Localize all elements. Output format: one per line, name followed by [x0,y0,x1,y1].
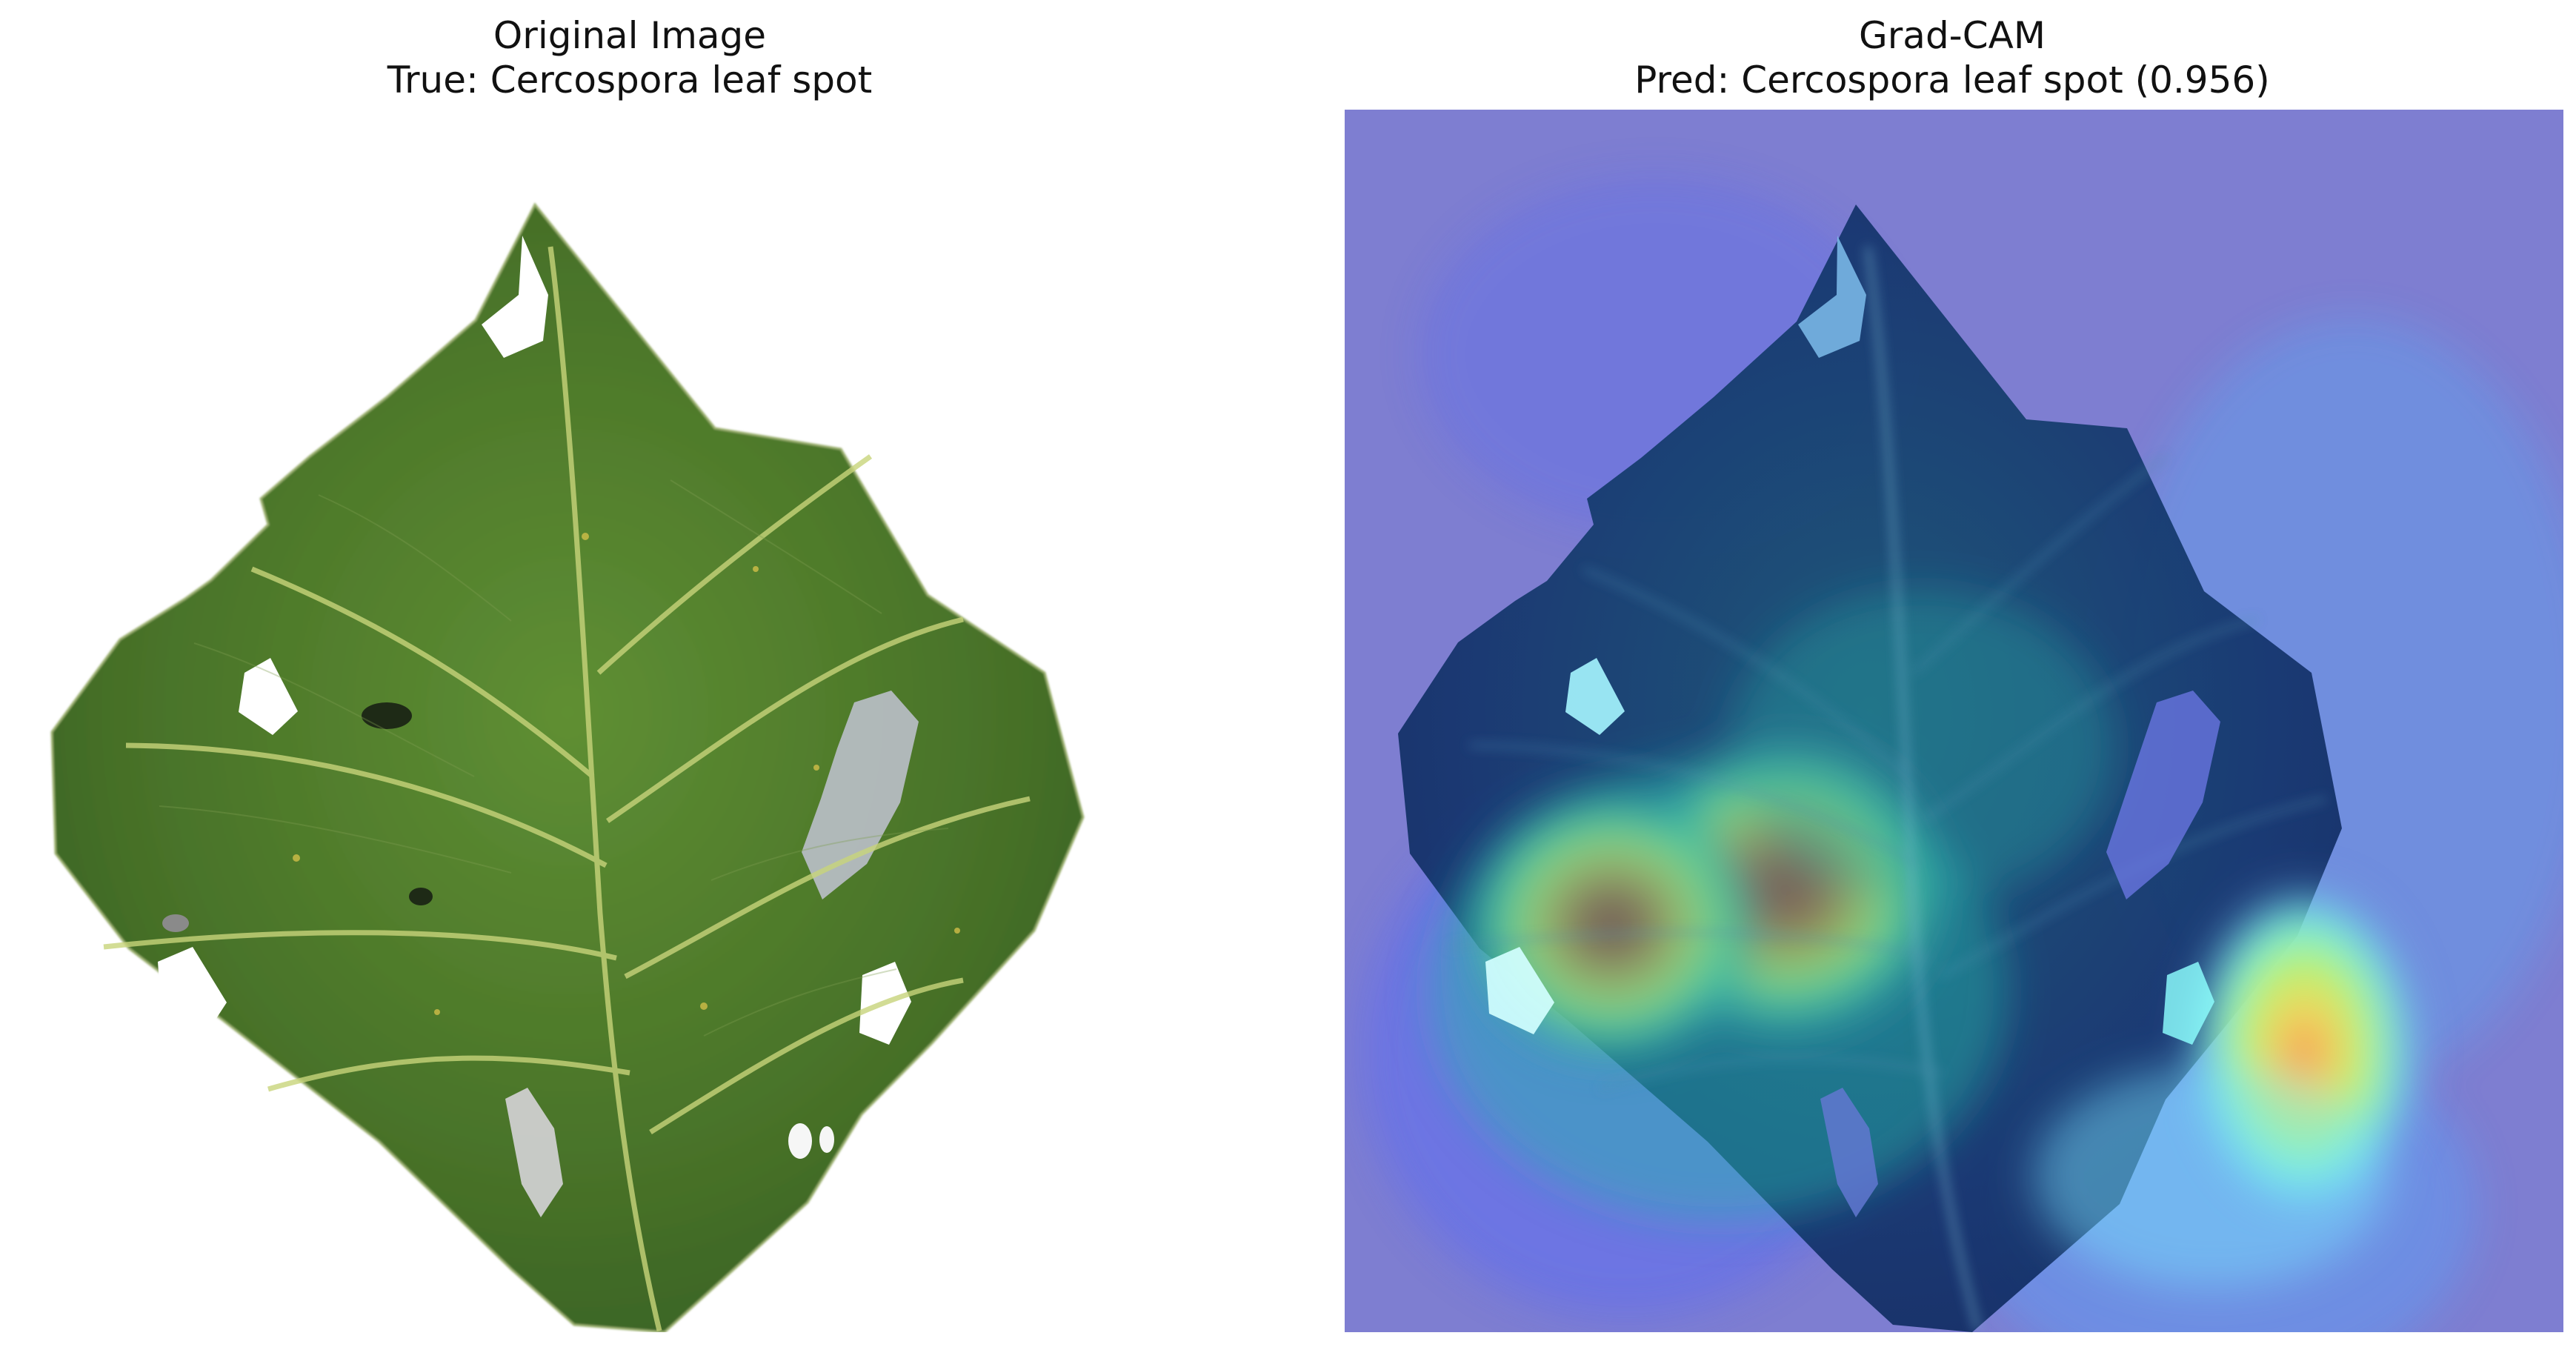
gradcam-title: Grad-CAM Pred: Cercospora leaf spot (0.9… [1345,13,2560,102]
original-image-title: Original Image True: Cercospora leaf spo… [0,13,1259,102]
gradcam-title-line-2: Pred: Cercospora leaf spot (0.956) [1634,59,2270,102]
gradcam-title-line-1: Grad-CAM [1859,14,2046,57]
leaf-texture [159,479,949,1037]
original-image-title-line-2: True: Cercospora leaf spot [387,59,873,102]
leaf-spots [293,533,960,1015]
original-leaf-illustration [50,202,1085,1332]
leaf-holes-heatmap [1485,236,2220,1217]
leaf-shape [50,202,1085,1332]
gradcam-heatmap-image [1345,110,2563,1332]
leaf-veins [103,246,1031,1331]
original-image-title-line-1: Original Image [493,14,767,57]
gradcam-heatmap-illustration [1345,110,2563,1332]
original-leaf-image [0,110,1289,1332]
